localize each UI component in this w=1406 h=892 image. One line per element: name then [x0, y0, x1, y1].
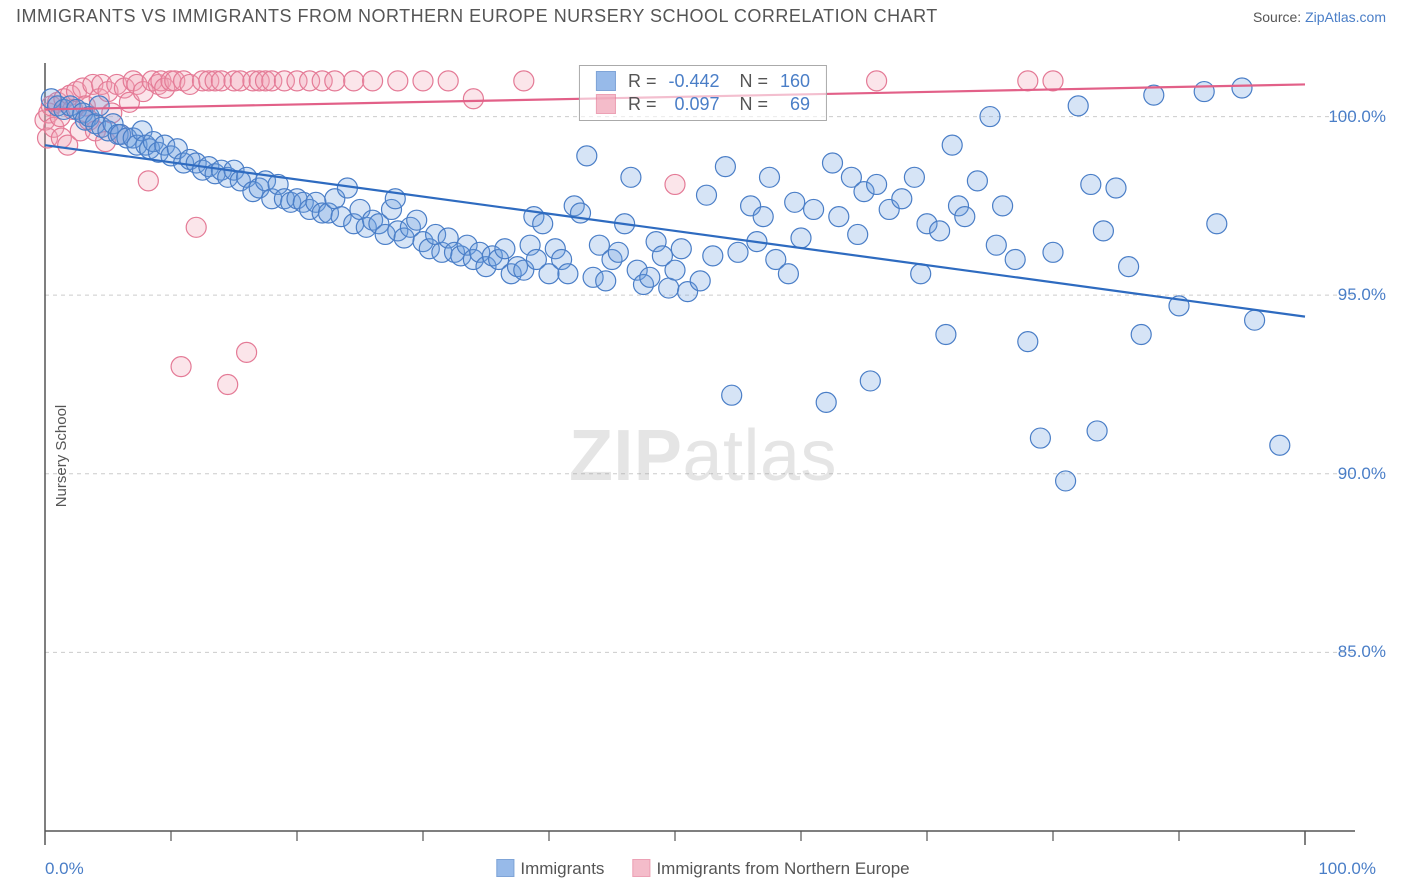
y-tick-label: 85.0%: [1338, 642, 1386, 662]
x-axis-label-right: 100.0%: [1318, 859, 1376, 879]
swatch-icon: [596, 71, 616, 91]
legend-item: Immigrants: [496, 859, 604, 879]
y-tick-label: 95.0%: [1338, 285, 1386, 305]
stat-row: R = 0.097 N = 69: [590, 93, 816, 116]
chart-container: Nursery School ZIPatlas R = -0.442 N = 1…: [0, 31, 1406, 881]
swatch-icon: [596, 94, 616, 114]
swatch-icon: [632, 859, 650, 877]
legend: Immigrants Immigrants from Northern Euro…: [496, 859, 909, 879]
swatch-icon: [496, 859, 514, 877]
y-tick-label: 100.0%: [1328, 107, 1386, 127]
y-tick-label: 90.0%: [1338, 464, 1386, 484]
y-axis-title: Nursery School: [53, 405, 70, 508]
stat-row: R = -0.442 N = 160: [590, 70, 816, 93]
correlation-stats-box: R = -0.442 N = 160 R = 0.097 N = 69: [579, 65, 827, 121]
header-row: IMMIGRANTS VS IMMIGRANTS FROM NORTHERN E…: [0, 0, 1406, 31]
source-label: Source: ZipAtlas.com: [1253, 9, 1386, 25]
chart-title: IMMIGRANTS VS IMMIGRANTS FROM NORTHERN E…: [16, 6, 938, 27]
scatter-chart: [0, 31, 1406, 851]
source-link[interactable]: ZipAtlas.com: [1305, 9, 1386, 25]
x-axis-label-left: 0.0%: [45, 859, 84, 879]
legend-item: Immigrants from Northern Europe: [632, 859, 909, 879]
